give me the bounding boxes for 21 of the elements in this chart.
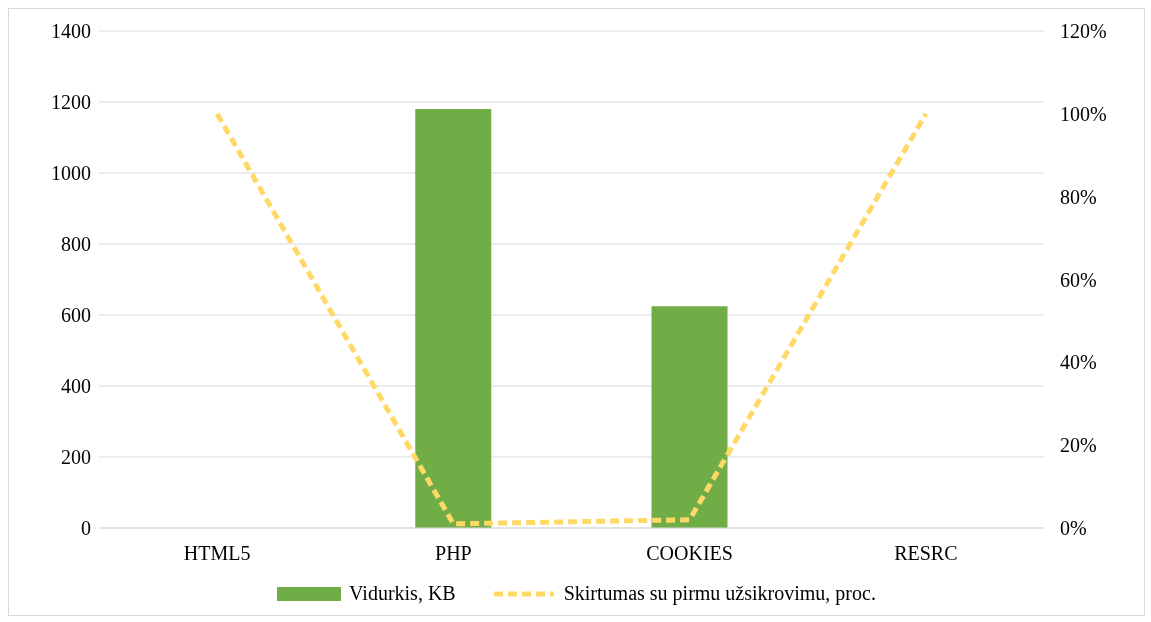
x-tick-label: RESRC	[894, 542, 958, 565]
y2-tick-label: 60%	[1060, 268, 1097, 291]
x-tick-label: COOKIES	[646, 542, 733, 565]
y2-tick-label: 20%	[1060, 434, 1097, 457]
y2-tick-label: 0%	[1060, 517, 1087, 540]
y-tick-label: 0	[81, 517, 91, 540]
y-tick-label: 1400	[51, 20, 91, 43]
x-tick-label: HTML5	[183, 542, 251, 565]
y2-tick-label: 80%	[1060, 185, 1097, 208]
legend-label: Vidurkis, KB	[349, 582, 456, 605]
y2-tick-label: 40%	[1060, 351, 1097, 374]
x-tick-label: PHP	[435, 542, 472, 565]
y-tick-label: 200	[61, 446, 91, 469]
y-tick-label: 600	[61, 304, 91, 327]
y2-tick-label: 100%	[1060, 102, 1107, 125]
y-tick-label: 800	[61, 233, 91, 256]
y-tick-label: 1000	[51, 162, 91, 185]
y2-tick-label: 120%	[1060, 20, 1107, 43]
y-tick-label: 1200	[51, 91, 91, 114]
y-tick-label: 400	[61, 375, 91, 398]
legend-label: Skirtumas su pirmu užsikrovimu, proc.	[563, 582, 876, 605]
